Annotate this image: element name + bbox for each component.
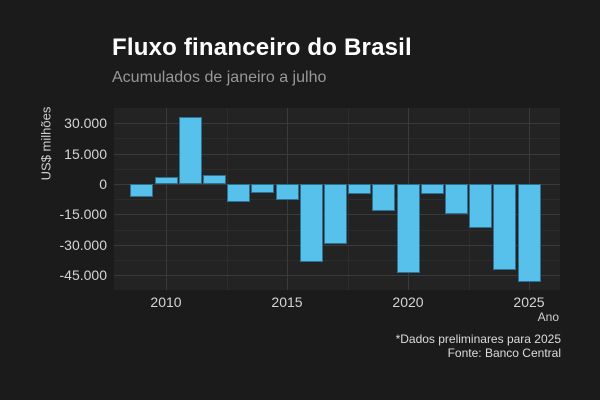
x-tick-label: 2010 [150,294,182,310]
gridline-minor-horizontal [114,138,560,140]
gridline-minor-vertical [468,108,470,290]
bar-2023 [469,184,493,229]
y-tick-label: -30.000 [59,236,107,253]
x-tick-label: 2025 [513,294,545,310]
x-axis-title: Ano [537,310,559,324]
gridline-major-horizontal [114,275,560,277]
bar-2019 [372,184,396,212]
bar-2015 [275,184,299,200]
bar-2010 [154,176,178,184]
y-tick-label: 30.000 [64,115,107,132]
gridline-major-horizontal [114,153,560,155]
bar-2025 [517,184,541,282]
bar-2022 [444,184,468,214]
gridline-major-horizontal [114,123,560,125]
chart-subtitle: Acumulados de janeiro a julho [112,69,327,86]
bar-2018 [348,184,372,194]
chart-title: Fluxo financeiro do Brasil [112,34,412,61]
x-tick-label: 2020 [392,294,424,310]
bar-2021 [420,184,444,194]
plot-panel [114,108,560,290]
bar-2020 [396,184,420,274]
bar-2017 [323,184,347,244]
gridline-minor-horizontal [114,168,560,170]
gridline-minor-horizontal [114,260,560,262]
caption: *Dados preliminares para 2025 Fonte: Ban… [260,332,561,360]
x-tick-label: 2015 [271,294,303,310]
y-tick-label: 0 [99,176,107,192]
gridline-minor-vertical [347,108,349,290]
bar-2012 [202,174,226,184]
bar-2024 [493,184,517,270]
bar-2009 [130,184,154,198]
bar-2016 [299,184,323,262]
gridline-minor-vertical [226,108,228,290]
gridline-major-horizontal [114,244,560,246]
bar-2014 [251,184,275,194]
y-tick-label: -15.000 [59,206,107,223]
gridline-major-vertical [166,108,167,290]
caption-note: *Dados preliminares para 2025 [395,332,561,346]
bar-2011 [178,116,202,184]
bar-2013 [227,184,251,202]
y-tick-label: -45.000 [59,267,107,284]
y-tick-label: 15.000 [64,145,107,162]
caption-source: Fonte: Banco Central [447,346,561,360]
